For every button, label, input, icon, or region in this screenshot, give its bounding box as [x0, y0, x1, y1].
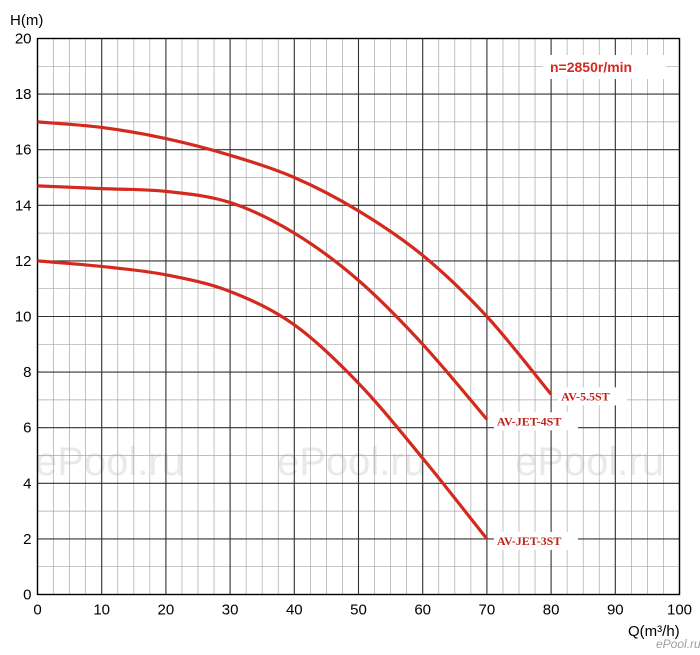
curves: [37, 120, 553, 540]
x-axis-title: Q(m³/h): [628, 623, 680, 640]
x-tick-label: 30: [222, 602, 239, 619]
x-tick-label: 60: [414, 602, 431, 619]
y-tick-label: 14: [15, 197, 32, 214]
watermark-small: ePool.ru: [656, 637, 700, 651]
curve-label-bg: [493, 412, 578, 431]
x-tick-label: 40: [286, 602, 303, 619]
curve-label-bg: [558, 387, 627, 406]
curve-label-bg: [493, 531, 578, 550]
y-tick-label: 0: [23, 587, 31, 604]
x-tick-label: 80: [543, 602, 560, 619]
y-tick-label: 18: [15, 86, 32, 103]
y-tick-label: 12: [15, 253, 32, 270]
plot-frame: [36, 37, 681, 596]
x-tick-label: 0: [33, 602, 41, 619]
watermark-text: ePool.ru: [35, 440, 184, 484]
x-tick-label: 50: [350, 602, 367, 619]
y-tick-label: 2: [23, 531, 31, 548]
speed-label-bg: [543, 55, 666, 79]
curve-label: AV-JET-4ST: [497, 414, 561, 428]
curve-line: [37, 184, 489, 421]
curve-label: AV-5.5ST: [561, 389, 610, 403]
x-tick-label: 70: [479, 602, 496, 619]
curve-label: AV-JET-3ST: [497, 534, 561, 548]
y-tick-label: 8: [23, 364, 31, 381]
y-tick-label: 4: [23, 475, 31, 492]
x-tick-label: 100: [667, 602, 692, 619]
watermark-layer: ePool.ru ePool.ru ePool.ru: [35, 440, 664, 484]
x-tick-label: 20: [158, 602, 175, 619]
watermark-text: ePool.ru: [515, 440, 664, 484]
x-tick-label: 90: [607, 602, 624, 619]
curve-line: [37, 259, 489, 540]
y-axis-title: H(m): [10, 12, 43, 29]
x-tick-label: 10: [93, 602, 110, 619]
y-tick-label: 16: [15, 142, 32, 159]
curve-line: [37, 120, 553, 396]
speed-annotation: n=2850r/min: [550, 59, 632, 75]
y-tick-label: 10: [15, 309, 32, 326]
y-tick-label: 6: [23, 420, 31, 437]
tick-labels: 0 10 20 30 40 50 60 70 80 90 100 0 2 4 6 8 10 12 14 16 18 20: [15, 31, 692, 619]
watermark-text: ePool.ru: [277, 440, 426, 484]
y-tick-label: 20: [15, 31, 32, 48]
